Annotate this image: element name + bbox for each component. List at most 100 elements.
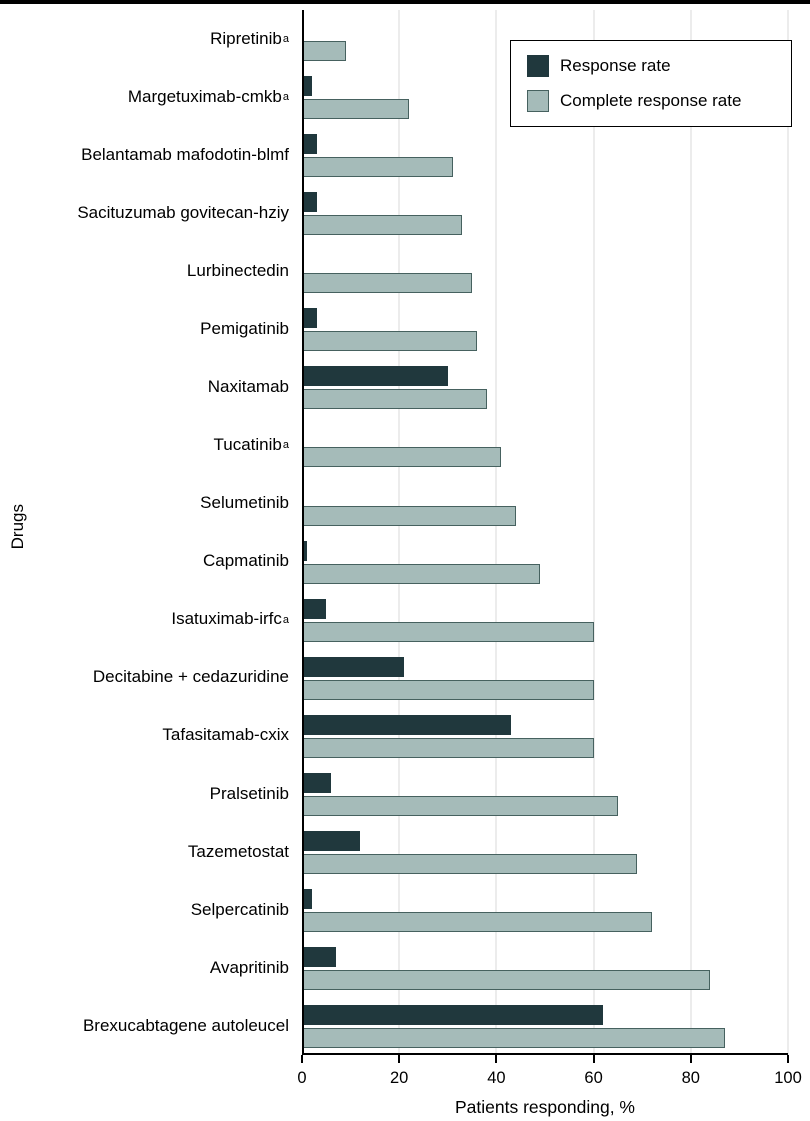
legend-swatch-complete-response-rate: [527, 90, 549, 112]
row-bars-area: [302, 416, 788, 474]
bar-response-rate: [302, 830, 361, 851]
chart-row: Margetuximab-cmkb a: [0, 68, 788, 126]
x-tick-label: 0: [297, 1069, 307, 1087]
plot-area: Patients responding, % 0 20 40 60 80 100 Ripr…: [0, 10, 802, 1117]
category-label: Isatuximab-irfc a: [171, 609, 289, 629]
bar-complete-response-rate: [302, 853, 638, 874]
category-label: Ripretinib a: [210, 28, 289, 48]
legend-item-complete-response-rate: Complete response rate: [527, 90, 775, 112]
row-bars-area: [302, 939, 788, 997]
category-label: Lurbinectedin: [186, 260, 289, 280]
chart-row: Tazemetostat: [0, 823, 788, 881]
bar-complete-response-rate: [302, 795, 618, 816]
chart-row: Pemigatinib: [0, 300, 788, 358]
x-axis-tick: [301, 1055, 303, 1063]
row-bars-area: [302, 765, 788, 823]
chart-row: Lurbinectedin: [0, 242, 788, 300]
legend: Response rate Complete response rate: [510, 40, 792, 127]
row-bars-area: [302, 533, 788, 591]
bar-response-rate: [302, 598, 327, 619]
category-label: Tucatinib a: [213, 435, 289, 455]
chart-row: Avapritinib: [0, 939, 788, 997]
row-bars-area: [302, 649, 788, 707]
row-bars-area: [302, 997, 788, 1055]
legend-swatch-response-rate: [527, 55, 549, 77]
bar-complete-response-rate: [302, 41, 346, 61]
gridline: [495, 10, 497, 1055]
chart-row: Decitabine + cedazuridine: [0, 649, 788, 707]
chart-row: Sacituzumab govitecan-hziy: [0, 184, 788, 242]
gridline: [593, 10, 595, 1055]
category-label: Pralsetinib: [209, 783, 289, 803]
category-label: Sacituzumab govitecan-hziy: [77, 202, 289, 222]
bar-complete-response-rate: [302, 911, 652, 932]
bar-response-rate: [302, 888, 312, 909]
category-label: Naxitamab: [207, 377, 289, 397]
legend-label-response-rate: Response rate: [560, 56, 671, 75]
bar-complete-response-rate: [302, 563, 541, 584]
chart-row: Selumetinib: [0, 475, 788, 533]
bar-response-rate: [302, 308, 317, 329]
bar-complete-response-rate: [302, 1028, 725, 1049]
chart-row: Isatuximab-irfc a: [0, 591, 788, 649]
bar-complete-response-rate: [302, 157, 453, 178]
category-label: Brexucabtagene autoleucel: [82, 1015, 289, 1035]
bar-response-rate: [302, 656, 405, 677]
bar-response-rate: [302, 714, 511, 735]
chart-row: Belantamab mafodotin-blmf: [0, 126, 788, 184]
x-axis-tick: [787, 1055, 789, 1063]
x-axis-line: [302, 1053, 788, 1055]
bar-response-rate: [302, 366, 448, 387]
chart-row: Naxitamab: [0, 358, 788, 416]
category-label: Avapritinib: [209, 957, 289, 977]
gridline: [787, 10, 789, 1055]
category-label: Margetuximab-cmkb a: [127, 86, 289, 106]
x-tick-label: 40: [487, 1069, 506, 1087]
chart-row: Pralsetinib: [0, 765, 788, 823]
chart-row: Ripretinib a: [0, 10, 788, 68]
chart-row: Tafasitamab-cxix: [0, 707, 788, 765]
row-bars-area: [302, 591, 788, 649]
row-bars-area: [302, 300, 788, 358]
category-label: Tazemetostat: [187, 841, 289, 861]
chart-row: Tucatinib a: [0, 416, 788, 474]
x-tick-label: 80: [681, 1069, 700, 1087]
bar-response-rate: [302, 76, 312, 97]
category-label: Pemigatinib: [200, 319, 289, 338]
category-label: Capmatinib: [203, 551, 289, 571]
bar-complete-response-rate: [302, 447, 502, 468]
bar-complete-response-rate: [302, 215, 463, 236]
bar-complete-response-rate: [302, 970, 711, 990]
chart-row: Brexucabtagene autoleucel: [0, 997, 788, 1055]
bar-response-rate: [302, 1005, 604, 1026]
bar-response-rate: [302, 192, 317, 213]
category-label: Decitabine + cedazuridine: [92, 667, 289, 687]
bar-response-rate: [302, 540, 307, 561]
y-axis-line: [302, 10, 304, 1055]
x-axis-tick: [495, 1055, 498, 1063]
x-tick-label: 100: [774, 1069, 802, 1087]
category-label: Selpercatinib: [190, 899, 289, 919]
bar-response-rate: [302, 134, 317, 155]
bar-response-rate: [302, 947, 337, 967]
row-bars-area: [302, 475, 788, 533]
row-bars-area: [302, 126, 788, 184]
row-bars-area: [302, 242, 788, 300]
bar-complete-response-rate: [302, 99, 409, 120]
bar-rows: Ripretinib a Margetuximab-cmkb a Belantamab …: [0, 10, 788, 1055]
grid-layer: Patients responding, % 0 20 40 60 80 100: [297, 10, 802, 1117]
bar-complete-response-rate: [302, 679, 594, 700]
x-tick-label: 60: [584, 1069, 603, 1087]
legend-label-complete-response-rate: Complete response rate: [560, 91, 742, 110]
bar-complete-response-rate: [302, 621, 594, 642]
gridline: [690, 10, 692, 1055]
bar-complete-response-rate: [302, 505, 516, 526]
gridline: [398, 10, 400, 1055]
bar-complete-response-rate: [302, 737, 594, 758]
bar-complete-response-rate: [302, 273, 473, 294]
x-axis-tick: [592, 1055, 595, 1063]
row-bars-area: [302, 881, 788, 939]
category-label: Tafasitamab-cxix: [162, 725, 289, 745]
bar-response-rate: [302, 772, 332, 793]
legend-item-response-rate: Response rate: [527, 55, 775, 77]
